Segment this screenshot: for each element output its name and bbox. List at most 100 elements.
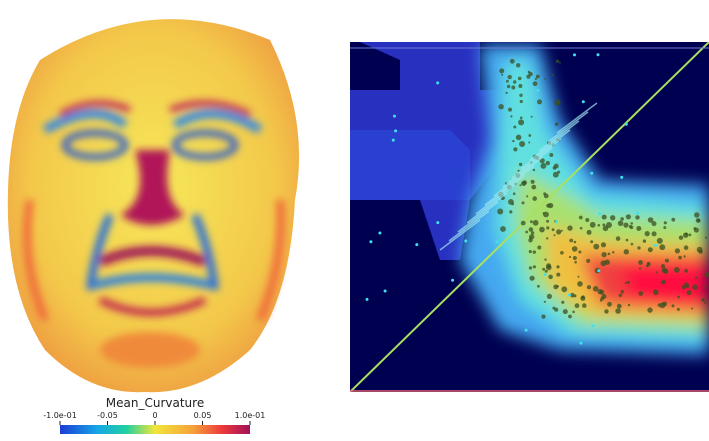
point <box>577 281 583 287</box>
point <box>530 220 533 223</box>
point <box>691 308 693 310</box>
point <box>586 259 590 263</box>
point <box>552 307 555 310</box>
point <box>602 215 607 220</box>
color-bar <box>60 425 250 434</box>
point <box>556 265 559 268</box>
point <box>543 192 546 195</box>
point <box>451 279 454 282</box>
point <box>498 104 503 109</box>
point <box>552 228 555 231</box>
point <box>621 290 624 293</box>
point <box>539 227 545 233</box>
point <box>533 250 536 253</box>
point <box>587 230 592 235</box>
legend-tick-label: -1.0e-01 <box>43 411 77 420</box>
point <box>578 251 581 254</box>
point <box>630 226 634 230</box>
point <box>647 307 652 312</box>
point <box>513 192 516 195</box>
point <box>648 217 654 223</box>
point <box>636 226 641 231</box>
point <box>507 85 510 88</box>
point <box>597 53 600 56</box>
point <box>592 324 595 327</box>
point <box>518 84 522 88</box>
point <box>598 224 601 227</box>
point <box>541 163 547 169</box>
point <box>529 250 532 253</box>
point <box>533 265 536 268</box>
point <box>637 246 640 249</box>
point <box>531 185 536 190</box>
point <box>656 271 658 273</box>
point <box>612 251 614 253</box>
point <box>499 68 504 73</box>
point <box>510 115 512 117</box>
point <box>501 74 503 76</box>
point <box>601 242 606 247</box>
point <box>548 275 553 280</box>
point <box>567 225 572 230</box>
point <box>677 308 680 311</box>
point <box>602 252 607 257</box>
point <box>495 240 498 243</box>
point <box>554 164 559 169</box>
point <box>616 236 621 241</box>
point <box>556 273 560 277</box>
point <box>687 290 692 295</box>
page: Mean_Curvature -1.0e-01-0.0500.051.0e-01… <box>0 0 709 441</box>
point <box>578 276 580 278</box>
point <box>559 62 561 64</box>
point <box>530 276 535 281</box>
point <box>518 77 522 81</box>
point <box>378 232 381 235</box>
point <box>635 215 639 219</box>
point <box>696 218 701 223</box>
point <box>533 169 535 171</box>
point <box>369 240 372 243</box>
point <box>660 302 666 308</box>
point <box>513 126 516 129</box>
point <box>528 142 530 144</box>
point <box>695 277 697 279</box>
point <box>552 74 554 76</box>
point <box>643 239 646 242</box>
point <box>689 234 692 237</box>
point <box>569 256 571 258</box>
point <box>528 134 531 137</box>
point <box>513 80 516 83</box>
point <box>556 60 559 63</box>
point <box>663 226 666 229</box>
point <box>579 216 583 220</box>
point <box>645 231 650 236</box>
point <box>618 221 624 227</box>
point <box>537 99 542 104</box>
point <box>415 243 418 246</box>
point <box>601 260 607 266</box>
point <box>519 141 525 147</box>
point <box>544 273 547 276</box>
point <box>537 285 540 288</box>
point <box>541 315 545 319</box>
point <box>544 301 546 303</box>
point <box>394 129 397 132</box>
point <box>531 180 535 184</box>
point <box>535 78 537 80</box>
point <box>518 119 524 125</box>
point <box>610 215 615 220</box>
point <box>582 303 587 308</box>
point <box>628 304 630 306</box>
point <box>701 298 705 302</box>
point <box>620 176 623 179</box>
point <box>675 248 680 253</box>
point <box>546 161 550 165</box>
point <box>665 259 669 263</box>
point <box>509 210 512 213</box>
point <box>561 301 564 304</box>
point <box>625 123 628 126</box>
point <box>590 172 593 175</box>
point <box>598 212 601 215</box>
point <box>544 258 546 260</box>
